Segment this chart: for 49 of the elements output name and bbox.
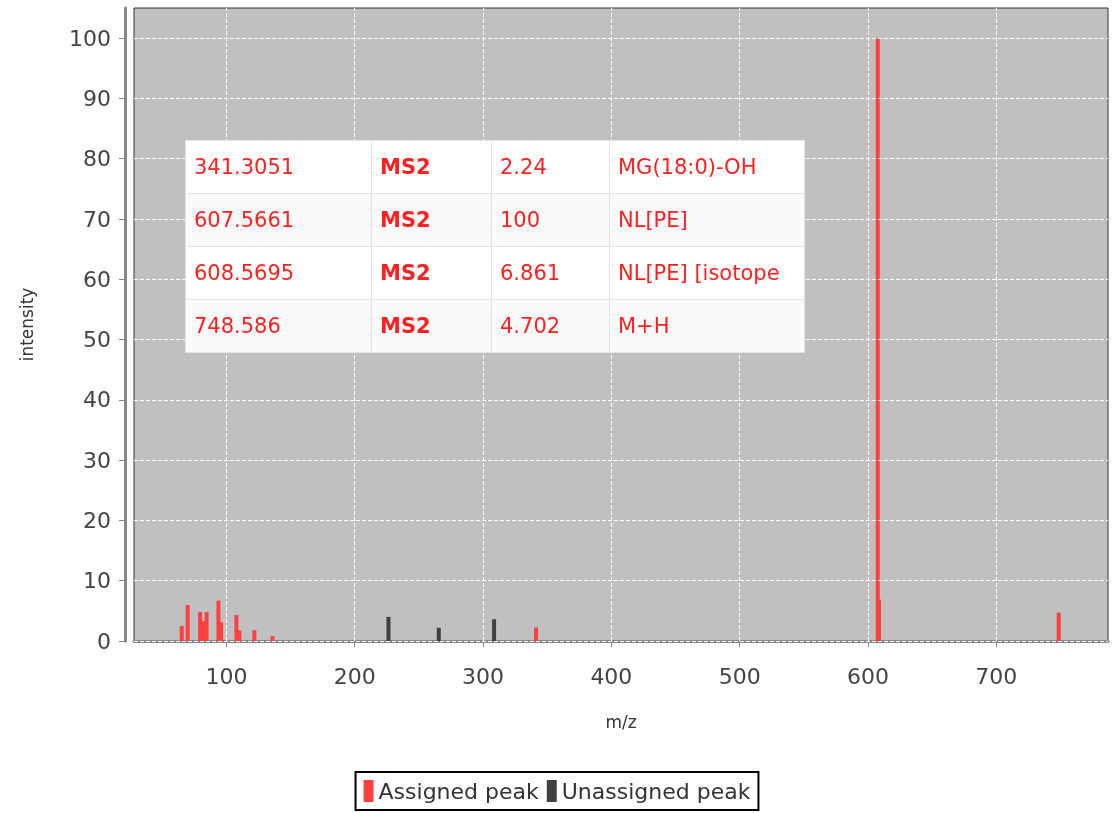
- bar: [875, 38, 880, 641]
- bar: [179, 625, 184, 641]
- y-tick-label: 50: [83, 327, 111, 353]
- y-tick-label: 20: [83, 507, 111, 533]
- x-tick-label: 100: [205, 663, 248, 689]
- bar: [492, 619, 497, 641]
- annotation: 2.24: [491, 140, 610, 194]
- y-axis-title: intensity: [16, 287, 37, 362]
- annotation: 100: [491, 193, 610, 247]
- x-tick-label: 500: [718, 663, 761, 689]
- bar: [386, 616, 391, 641]
- annotation: MS2: [371, 299, 492, 353]
- annotation: 4.702: [491, 299, 610, 353]
- bar: [270, 636, 275, 641]
- annotation: 6.861: [491, 246, 610, 300]
- annotation: MS2: [371, 246, 492, 300]
- annotation: 748.586: [185, 299, 372, 353]
- x-tick-label: 700: [975, 663, 1018, 689]
- annotation: MS2: [371, 140, 492, 194]
- bar: [534, 627, 539, 641]
- y-tick-label: 100: [69, 25, 111, 51]
- bar: [185, 604, 190, 641]
- x-tick-label: 400: [590, 663, 633, 689]
- x-tick-label: 200: [333, 663, 376, 689]
- bar: [204, 612, 209, 641]
- y-tick-label: 40: [83, 387, 111, 413]
- annotation: 341.3051: [185, 140, 372, 194]
- annotation: 608.5695: [185, 246, 372, 300]
- annotation: NL[PE]: [609, 193, 805, 247]
- x-axis-title: m/z: [605, 711, 637, 732]
- y-tick-label: 30: [83, 447, 111, 473]
- legend-label: Assigned peak: [378, 778, 540, 804]
- bar: [1056, 612, 1061, 641]
- annotation: NL[PE] [isotope: [609, 246, 805, 300]
- annotation: 607.5661: [185, 193, 372, 247]
- y-tick-label: 90: [83, 85, 111, 111]
- annotation: M+H: [609, 299, 805, 353]
- y-tick-label: 10: [83, 568, 111, 594]
- bar: [252, 630, 257, 641]
- annotation: MG(18:0)-OH: [609, 140, 805, 194]
- x-tick-label: 600: [847, 663, 890, 689]
- y-tick-label: 60: [83, 266, 111, 292]
- y-tick-label: 0: [97, 628, 111, 654]
- x-tick-label: 300: [462, 663, 505, 689]
- annotation: MS2: [371, 193, 492, 247]
- bar: [436, 627, 441, 641]
- y-tick-label: 70: [83, 206, 111, 232]
- y-tick-label: 80: [83, 146, 111, 172]
- legend-label: Unassigned peak: [561, 778, 751, 804]
